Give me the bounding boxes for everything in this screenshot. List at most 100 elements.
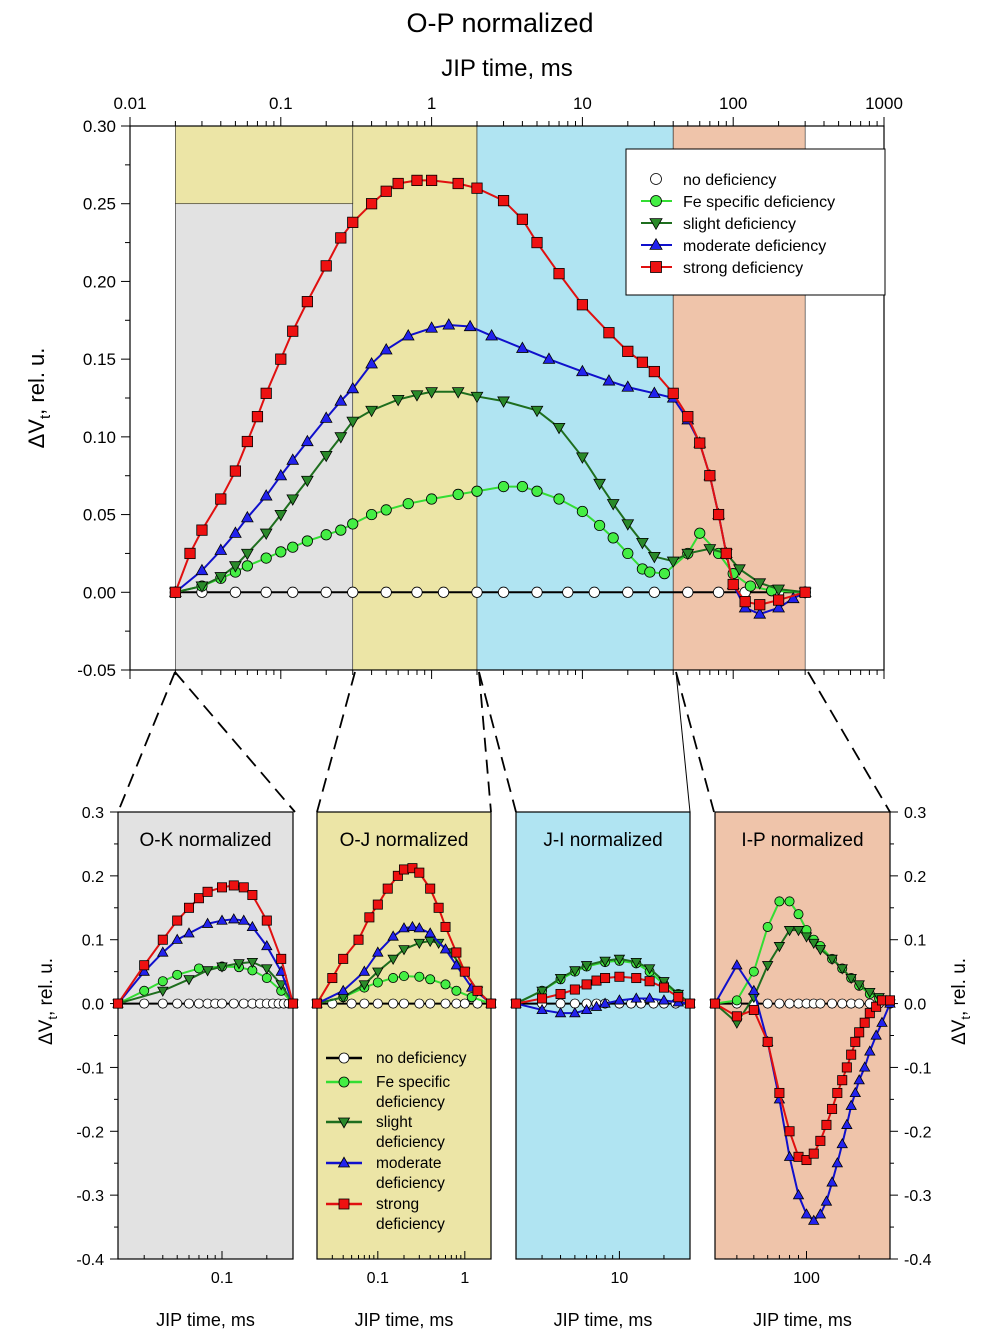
data-point-fe [451,985,462,996]
data-point-strong [667,387,679,399]
legend-label-slight: deficiency [376,1134,445,1151]
data-point-strong [414,867,425,878]
data-point-none [372,998,383,1009]
data-point-fe [452,488,464,500]
data-point-strong [193,893,204,904]
data-point-fe [644,566,656,578]
data-point-moderate [346,381,360,394]
y-tick-label: 0.20 [83,272,116,291]
y-tick-label: -0.2 [76,1124,104,1141]
data-point-none [588,586,600,598]
data-point-fe [172,969,183,980]
data-point-slight [387,954,399,965]
data-point-none [183,998,194,1009]
data-point-slight [761,961,774,972]
data-point-fe [241,560,253,572]
x-axis-title: JIP time, ms [156,1310,255,1330]
data-point-slight [580,961,593,972]
data-point-strong [301,296,313,308]
legend-label-strong: strong [376,1196,419,1213]
data-point-strong [347,216,359,228]
data-point-strong [113,998,124,1009]
x-tick-label: 1 [427,94,436,113]
data-point-none [440,998,451,1009]
data-point-fe [471,485,483,497]
data-point-none [762,998,773,1009]
data-point-strong [392,870,403,881]
data-point-moderate [372,946,384,957]
x-axis-title: JIP time, ms [554,1310,653,1330]
data-point-moderate [240,510,254,523]
data-point-none [815,998,826,1009]
data-point-strong [139,960,150,971]
data-point-slight [552,422,566,435]
data-point-fe [139,985,150,996]
data-point-moderate [259,489,273,501]
data-point-slight [274,510,288,522]
data-point-slight [195,581,209,593]
data-point-moderate [845,1099,857,1110]
data-point-fe [531,485,543,497]
data-point-strong [451,947,462,958]
band [175,125,354,205]
data-point-none [260,586,272,598]
data-point-strong [353,934,364,945]
series-slight [168,387,812,600]
data-point-moderate [413,922,426,933]
x-tick-label: 100 [719,94,747,113]
data-point-moderate [853,1074,865,1085]
data-point-slight [630,957,643,969]
data-point-strong [837,1075,848,1086]
data-point-slight [621,519,635,531]
data-point-none [347,586,359,598]
connector-line [316,671,356,813]
data-point-strong [748,1004,759,1015]
data-point-slight [183,975,195,986]
data-point-slight [228,561,242,573]
data-point-slight [334,432,348,444]
data-point-strong [425,174,438,186]
data-point-moderate [580,1003,593,1015]
data-point-moderate [337,984,349,995]
data-point-slight [233,959,245,970]
y-axis-title-sub: t [37,414,54,419]
data-point-strong [827,1103,838,1114]
data-point-strong [801,1155,812,1166]
data-point-none [380,586,392,598]
y-axis-right: -0.4 -0.3 -0.2 -0.1 0.0 0.1 0.2 0.3 ΔVt, rel. u. [890,805,973,1269]
data-point-moderate [439,943,452,954]
data-point-fe [301,535,313,547]
x-tick-label: 100 [793,1270,820,1287]
data-point-slight [808,938,820,950]
data-point-moderate [870,1029,882,1040]
x-axis: 100 JIP time, ms [714,1251,891,1330]
data-point-moderate [398,922,410,933]
x-tick-label: 0.01 [113,94,146,113]
data-point-slight [613,954,626,965]
x-tick-label: 0.1 [367,1270,389,1287]
data-point-moderate [831,1157,844,1168]
data-point-strong [841,1062,852,1073]
legend-label-strong: strong deficiency [683,260,803,277]
data-point-slight [681,548,695,561]
data-point-slight [554,973,567,985]
data-point-slight [836,964,848,975]
data-point-none [320,586,332,598]
data-point-strong [229,465,242,477]
data-point-none [712,586,725,598]
data-point-slight [599,956,611,967]
data-point-moderate [195,563,209,576]
y-tick-label: -0.3 [904,1188,932,1205]
series-strong [311,863,496,1009]
data-point-strong [433,902,444,913]
data-point-slight [372,967,384,978]
x-axis-title: JIP time, ms [753,1310,852,1330]
data-point-moderate [214,543,228,555]
y-tick-label: 0.10 [83,428,116,447]
data-point-moderate [849,1086,862,1098]
data-point-strong [864,1008,875,1019]
data-point-fe [694,527,706,539]
